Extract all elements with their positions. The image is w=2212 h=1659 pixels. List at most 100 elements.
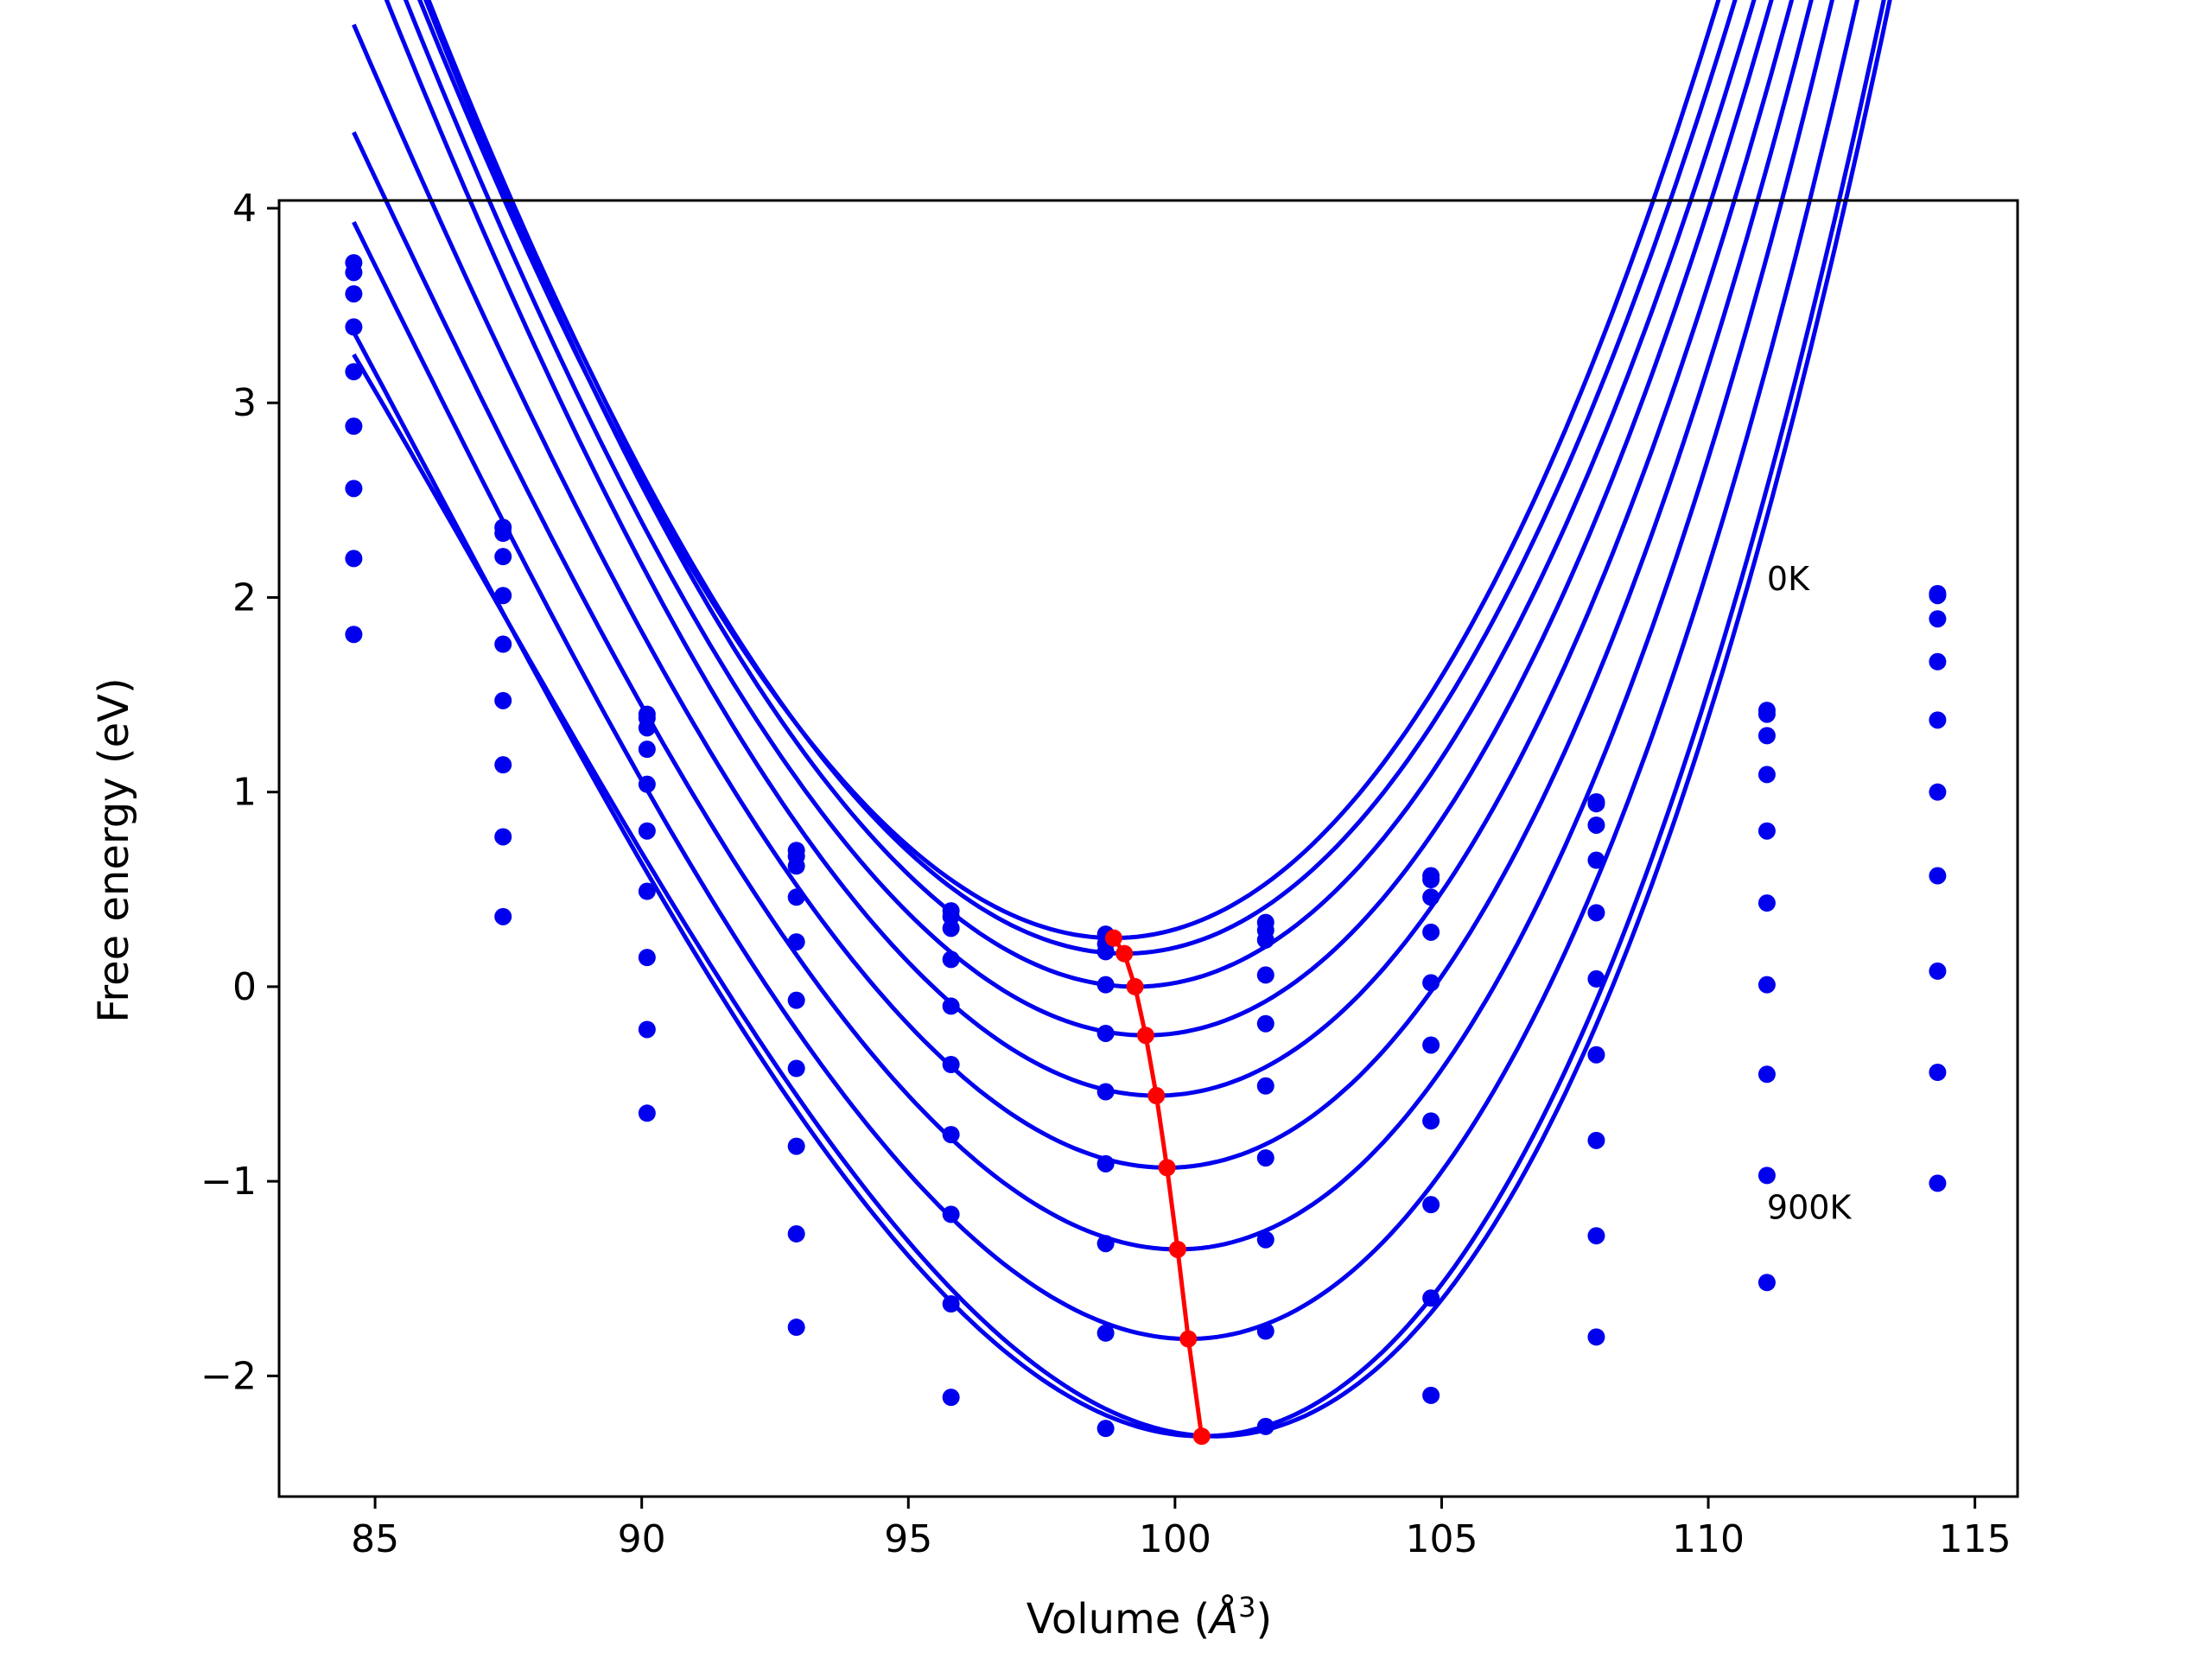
data-point	[1758, 1274, 1776, 1292]
plot-frame	[277, 199, 2019, 1498]
data-point	[1587, 1328, 1605, 1346]
data-point	[1096, 1235, 1115, 1253]
data-point	[345, 480, 363, 498]
data-point	[1758, 894, 1776, 912]
data-point	[942, 1126, 960, 1144]
annotations: 0K 900K	[1767, 560, 1853, 1226]
y-tick-label: −2	[200, 1354, 257, 1398]
curve-6	[352, 0, 1834, 1252]
minimum-point	[1147, 1087, 1166, 1105]
data-point	[1256, 1149, 1274, 1167]
data-point	[494, 635, 512, 653]
x-axis-label-exponent: 3	[1238, 1591, 1255, 1624]
eos-curves	[352, 0, 1892, 1439]
data-point	[787, 1319, 805, 1337]
curve-1	[426, 0, 1738, 957]
data-point	[1929, 1064, 1947, 1082]
data-point	[345, 550, 363, 568]
y-tick-label: 0	[232, 965, 257, 1009]
data-point	[1758, 727, 1776, 745]
data-point	[638, 882, 656, 900]
minimum-point	[1136, 1027, 1154, 1045]
data-point	[942, 1295, 960, 1313]
x-tick-label: 100	[1139, 1517, 1211, 1561]
curve-5	[352, 0, 1814, 1170]
data-point	[638, 1104, 656, 1122]
data-point	[1929, 711, 1947, 729]
data-point	[787, 1137, 805, 1155]
data-point	[1587, 904, 1605, 922]
x-tick-label: 110	[1672, 1517, 1745, 1561]
data-point	[1929, 587, 1947, 605]
data-point	[345, 285, 363, 303]
data-point	[1587, 1227, 1605, 1245]
data-point	[942, 997, 960, 1015]
data-point	[494, 756, 512, 774]
data-point	[494, 691, 512, 709]
data-point	[1422, 974, 1440, 992]
data-point	[1929, 1174, 1947, 1192]
data-point	[1256, 1417, 1274, 1435]
x-axis-label: Volume (Å3)	[1027, 1591, 1272, 1643]
minimum-point	[1116, 944, 1134, 963]
data-point	[638, 741, 656, 759]
data-point	[1256, 1077, 1274, 1095]
data-point	[787, 991, 805, 1009]
x-axis-label-unit: Å	[1207, 1594, 1238, 1643]
data-point	[494, 828, 512, 846]
annotation-label: 900K	[1767, 1188, 1853, 1226]
data-point	[494, 907, 512, 925]
curve-8	[352, 0, 1886, 1439]
data-point	[1929, 962, 1947, 980]
data-point	[1422, 1289, 1440, 1307]
data-point	[1758, 705, 1776, 723]
data-point	[1422, 1036, 1440, 1054]
data-point	[942, 1389, 960, 1407]
minimum-path	[1111, 937, 1205, 1437]
axis-ticks: 85 90 95 100 105 110 115 −2 −1 0 1 2 3 4	[200, 187, 2011, 1561]
y-axis-label: Free energy (eV)	[90, 677, 138, 1022]
data-point	[1929, 783, 1947, 801]
x-axis-label-text: Volume	[1027, 1595, 1181, 1643]
data-point	[1422, 871, 1440, 889]
data-point	[1587, 816, 1605, 834]
x-tick-label: 115	[1939, 1517, 2012, 1561]
data-point	[1096, 1083, 1115, 1101]
data-point	[942, 1205, 960, 1224]
data-point	[1256, 1322, 1274, 1340]
data-point	[494, 524, 512, 543]
curve-3	[403, 0, 1774, 1038]
data-point	[494, 548, 512, 566]
data-point	[787, 857, 805, 875]
data-point	[345, 264, 363, 282]
minimum-line	[1104, 929, 1211, 1446]
x-tick-label: 95	[884, 1517, 932, 1561]
data-point	[345, 363, 363, 381]
y-tick-label: 4	[232, 187, 257, 231]
data-point	[1096, 1420, 1115, 1438]
data-point	[787, 888, 805, 906]
data-point	[1587, 1131, 1605, 1149]
data-point	[345, 626, 363, 644]
minimum-point	[1168, 1240, 1186, 1258]
y-tick-label: 2	[232, 575, 257, 620]
curve-9	[352, 0, 1892, 1439]
data-point	[942, 950, 960, 969]
data-point	[942, 919, 960, 938]
minimum-point	[1179, 1330, 1198, 1348]
x-tick-label: 85	[351, 1517, 399, 1561]
data-point	[787, 933, 805, 951]
data-point	[1587, 969, 1605, 988]
minimum-point	[1158, 1159, 1176, 1177]
data-point	[1422, 888, 1440, 906]
data-point	[1758, 822, 1776, 840]
data-point	[638, 949, 656, 967]
annotation-label: 0K	[1767, 560, 1810, 598]
data-point	[1256, 1014, 1274, 1033]
data-point	[1256, 966, 1274, 984]
curve-7	[352, 0, 1859, 1341]
x-tick-label: 90	[618, 1517, 666, 1561]
data-point	[1096, 1154, 1115, 1173]
data-point	[1587, 795, 1605, 813]
data-point	[1422, 923, 1440, 941]
